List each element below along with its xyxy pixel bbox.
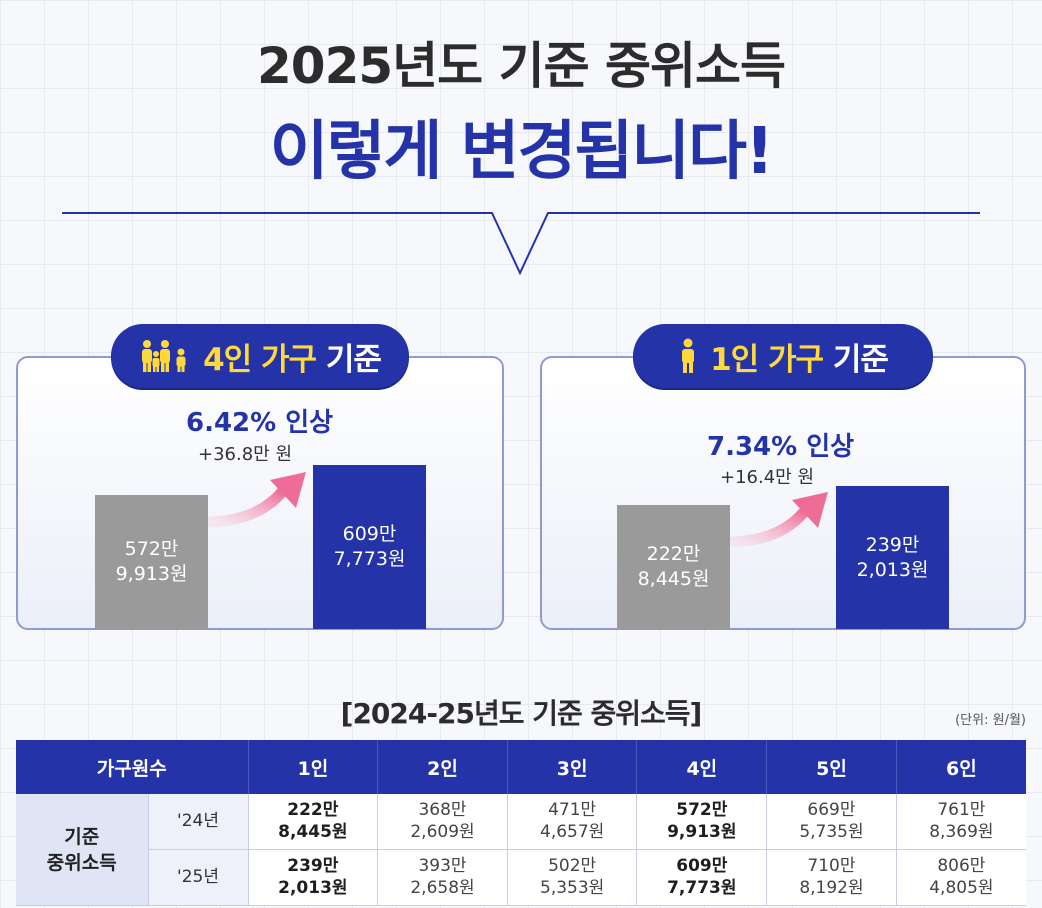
row-group-label: 기준 중위소득 bbox=[16, 794, 148, 906]
row-year: '25년 bbox=[147, 849, 249, 907]
divider-pointer bbox=[62, 212, 980, 276]
header-col-1: 1인 bbox=[247, 740, 378, 794]
header-col-3: 3인 bbox=[506, 740, 637, 794]
pill-4-person-rest: 기준 bbox=[325, 341, 382, 378]
table-cell: 239만 2,013원 bbox=[247, 849, 378, 907]
table-unit: (단위: 원/월) bbox=[955, 713, 1026, 728]
increase-arrow-icon bbox=[730, 492, 828, 548]
table-cell: 572만 9,913원 bbox=[636, 794, 767, 850]
increase-suffix-4-person: 인상 bbox=[285, 408, 334, 438]
page-title-line2: 이렇게 변경됩니다! bbox=[269, 115, 775, 189]
bar-new-1-person: 239만 2,013원 bbox=[836, 486, 949, 629]
pill-1-person: 1인 가구 기준 bbox=[633, 324, 933, 388]
bar-old-1-person-line1: 222만 bbox=[646, 543, 701, 565]
header-col-4: 4인 bbox=[636, 740, 767, 794]
row-group-label-line1: 기준 bbox=[64, 825, 100, 848]
delta-4-person: +36.8만 원 bbox=[198, 444, 293, 465]
bar-new-4-person: 609만 7,773원 bbox=[313, 465, 426, 629]
pill-1-person-rest: 기준 bbox=[832, 341, 889, 378]
increase-pct-1-person-value: 7.34% bbox=[707, 432, 798, 462]
header-household-size: 가구원수 bbox=[16, 740, 249, 794]
pill-4-person-highlight: 4인 가구 bbox=[203, 341, 317, 378]
header-col-6: 6인 bbox=[895, 740, 1026, 794]
table-cell: 471만 4,657원 bbox=[506, 794, 637, 850]
table-header-row: 가구원수 1인 2인 3인 4인 5인 6인 bbox=[16, 740, 1026, 794]
bar-old-1-person: 222만 8,445원 bbox=[617, 505, 730, 629]
person-icon bbox=[682, 338, 695, 373]
table-cell: 761만 8,369원 bbox=[895, 794, 1026, 850]
bar-new-1-person-line2: 2,013원 bbox=[856, 558, 929, 581]
bar-old-1-person-line2: 8,445원 bbox=[637, 568, 710, 590]
header-col-2: 2인 bbox=[377, 740, 508, 794]
table-cell: 368만 2,609원 bbox=[377, 794, 508, 850]
bar-old-4-person-line2: 9,913원 bbox=[115, 563, 188, 585]
increase-pct-4-person: 6.42% 인상 bbox=[186, 402, 333, 439]
table-cell: 222만 8,445원 bbox=[247, 794, 378, 850]
bar-old-4-person-line1: 572만 bbox=[124, 538, 179, 560]
table-cell: 806만 4,805원 bbox=[895, 849, 1026, 907]
header-col-5: 5인 bbox=[766, 740, 897, 794]
table-cell: 710만 8,192원 bbox=[766, 849, 897, 907]
increase-pct-4-person-value: 6.42% bbox=[186, 408, 277, 438]
row-group-label-line2: 중위소득 bbox=[46, 851, 117, 874]
table-cell: 669만 5,735원 bbox=[766, 794, 897, 850]
increase-pct-1-person: 7.34% 인상 bbox=[707, 426, 854, 463]
table-title: [2024-25년도 기준 중위소득] bbox=[340, 697, 703, 730]
pill-4-person: 4인 가구 기준 bbox=[111, 324, 409, 388]
table-row: 기준 중위소득 '24년 222만 8,445원 368만 2,609원 471만 4… bbox=[16, 794, 1026, 906]
bar-new-4-person-line2: 7,773원 bbox=[333, 548, 406, 570]
table-cell: 393만 2,658원 bbox=[377, 849, 508, 907]
bar-old-4-person: 572만 9,913원 bbox=[95, 495, 208, 629]
row-year: '24년 bbox=[147, 794, 249, 850]
bar-new-4-person-line1: 609만 bbox=[342, 523, 397, 545]
increase-suffix-1-person: 인상 bbox=[806, 432, 855, 462]
delta-1-person: +16.4만 원 bbox=[720, 467, 815, 488]
table-row: '25년 239만 2,013원 393만 2,658원 502만 5,353원 60… bbox=[16, 849, 1026, 907]
table-cell: 502만 5,353원 bbox=[506, 849, 637, 907]
page-title-line1: 2025년도 기준 중위소득 bbox=[257, 37, 786, 95]
pill-1-person-highlight: 1인 가구 bbox=[710, 341, 824, 378]
increase-arrow-icon bbox=[208, 472, 306, 528]
bar-new-1-person-line1: 239만 bbox=[865, 533, 920, 556]
family-icon bbox=[142, 340, 186, 372]
median-income-table: 가구원수 1인 2인 3인 4인 5인 6인 기준 중위소득 '24년 222만… bbox=[16, 740, 1026, 907]
table-cell: 609만 7,773원 bbox=[636, 849, 767, 907]
